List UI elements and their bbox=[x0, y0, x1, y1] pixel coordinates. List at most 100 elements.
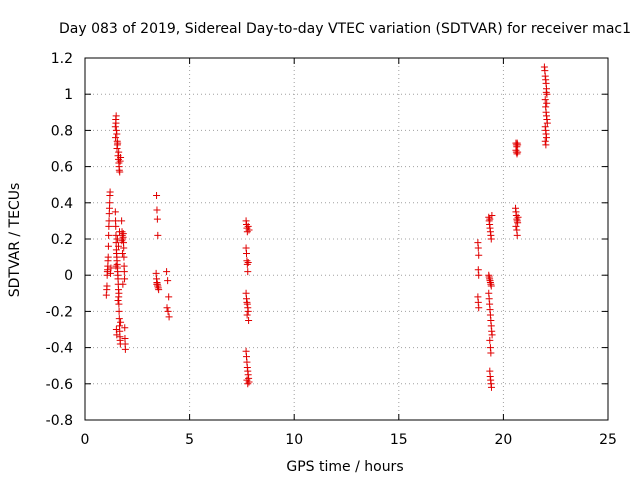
data-point bbox=[244, 268, 252, 276]
data-point bbox=[107, 264, 115, 272]
data-point bbox=[475, 251, 483, 259]
data-point bbox=[113, 130, 121, 138]
data-point bbox=[118, 249, 126, 257]
data-point bbox=[119, 230, 127, 238]
data-point bbox=[487, 383, 495, 391]
data-point bbox=[120, 268, 128, 276]
data-point bbox=[475, 304, 483, 312]
data-point bbox=[105, 217, 113, 225]
data-point bbox=[163, 268, 171, 276]
y-tick-label: 0.6 bbox=[51, 160, 73, 176]
data-point bbox=[105, 231, 113, 239]
data-point bbox=[165, 293, 173, 301]
data-point bbox=[120, 244, 128, 252]
data-point bbox=[112, 134, 120, 142]
data-point bbox=[543, 119, 551, 127]
data-point bbox=[163, 304, 171, 312]
data-point bbox=[474, 244, 482, 252]
x-tick-label: 25 bbox=[599, 432, 617, 448]
data-point bbox=[243, 249, 251, 257]
data-point bbox=[154, 231, 162, 239]
data-point bbox=[120, 253, 128, 261]
y-tick-label: 1.2 bbox=[51, 51, 73, 67]
data-point bbox=[113, 331, 121, 339]
data-point bbox=[487, 282, 495, 290]
data-point bbox=[244, 259, 252, 267]
data-point bbox=[121, 275, 129, 283]
data-point bbox=[245, 226, 253, 234]
data-point bbox=[114, 297, 122, 305]
data-point bbox=[542, 88, 550, 96]
data-point bbox=[243, 311, 251, 319]
data-point bbox=[104, 242, 112, 250]
y-tick-label: -0.2 bbox=[46, 304, 73, 320]
data-point bbox=[543, 90, 551, 98]
data-point bbox=[543, 99, 551, 107]
data-point bbox=[164, 277, 172, 285]
data-point bbox=[111, 123, 119, 131]
data-point bbox=[541, 96, 549, 104]
data-point bbox=[153, 280, 161, 288]
data-point bbox=[112, 239, 120, 247]
data-point bbox=[115, 315, 123, 323]
data-point bbox=[244, 222, 252, 230]
x-tick-label: 15 bbox=[390, 432, 408, 448]
data-point bbox=[114, 242, 122, 250]
x-axis-label: GPS time / hours bbox=[286, 459, 403, 475]
data-point bbox=[243, 228, 251, 236]
data-point bbox=[117, 154, 125, 162]
data-point bbox=[243, 260, 251, 268]
data-point bbox=[475, 271, 483, 279]
data-point bbox=[542, 134, 550, 142]
data-point bbox=[112, 231, 120, 239]
data-point bbox=[118, 217, 126, 225]
data-point bbox=[164, 307, 172, 315]
data-point bbox=[103, 282, 111, 290]
data-point bbox=[112, 262, 120, 270]
data-point bbox=[486, 336, 494, 344]
data-point bbox=[245, 316, 253, 324]
data-point bbox=[104, 253, 112, 261]
data-point bbox=[114, 139, 122, 147]
data-point bbox=[115, 289, 123, 297]
data-point bbox=[119, 280, 127, 288]
data-point bbox=[115, 148, 123, 156]
data-point bbox=[116, 168, 124, 176]
y-tick-label: -0.4 bbox=[46, 341, 73, 357]
data-point bbox=[244, 380, 252, 388]
chart-title: Day 083 of 2019, Sidereal Day-to-day VTE… bbox=[59, 21, 631, 37]
gridlines bbox=[85, 58, 608, 420]
data-point bbox=[118, 237, 126, 245]
axis-ticks: 0 5 10 15 20 25 -0.8 -0.6 -0.4 -0.2 0 0.2 0.4 0.6 0.8 1… bbox=[46, 51, 617, 448]
data-point bbox=[244, 307, 252, 315]
data-point bbox=[113, 145, 121, 152]
data-point bbox=[111, 208, 119, 216]
data-point bbox=[115, 300, 123, 308]
data-point bbox=[153, 206, 161, 214]
data-point bbox=[513, 231, 521, 239]
data-point bbox=[117, 318, 125, 326]
data-point bbox=[155, 286, 163, 294]
data-point bbox=[154, 282, 162, 290]
data-point bbox=[165, 313, 173, 321]
data-point bbox=[153, 215, 161, 223]
data-point bbox=[514, 148, 522, 156]
y-tick-label: 0 bbox=[64, 268, 73, 284]
data-point bbox=[512, 222, 520, 230]
x-tick-label: 10 bbox=[285, 432, 303, 448]
y-tick-label: -0.6 bbox=[46, 377, 73, 393]
data-point bbox=[488, 331, 496, 339]
data-point bbox=[486, 215, 494, 223]
data-point bbox=[121, 345, 129, 353]
y-tick-label: 0.2 bbox=[51, 232, 73, 248]
data-points bbox=[102, 63, 551, 391]
y-tick-label: 0.8 bbox=[51, 123, 73, 139]
plot-frame bbox=[84, 57, 609, 421]
data-point bbox=[153, 192, 161, 200]
data-point bbox=[106, 199, 114, 207]
y-axis-label: SDTVAR / TECUs bbox=[7, 183, 23, 298]
data-point bbox=[514, 213, 522, 221]
x-tick-label: 20 bbox=[494, 432, 512, 448]
data-point bbox=[121, 324, 129, 332]
